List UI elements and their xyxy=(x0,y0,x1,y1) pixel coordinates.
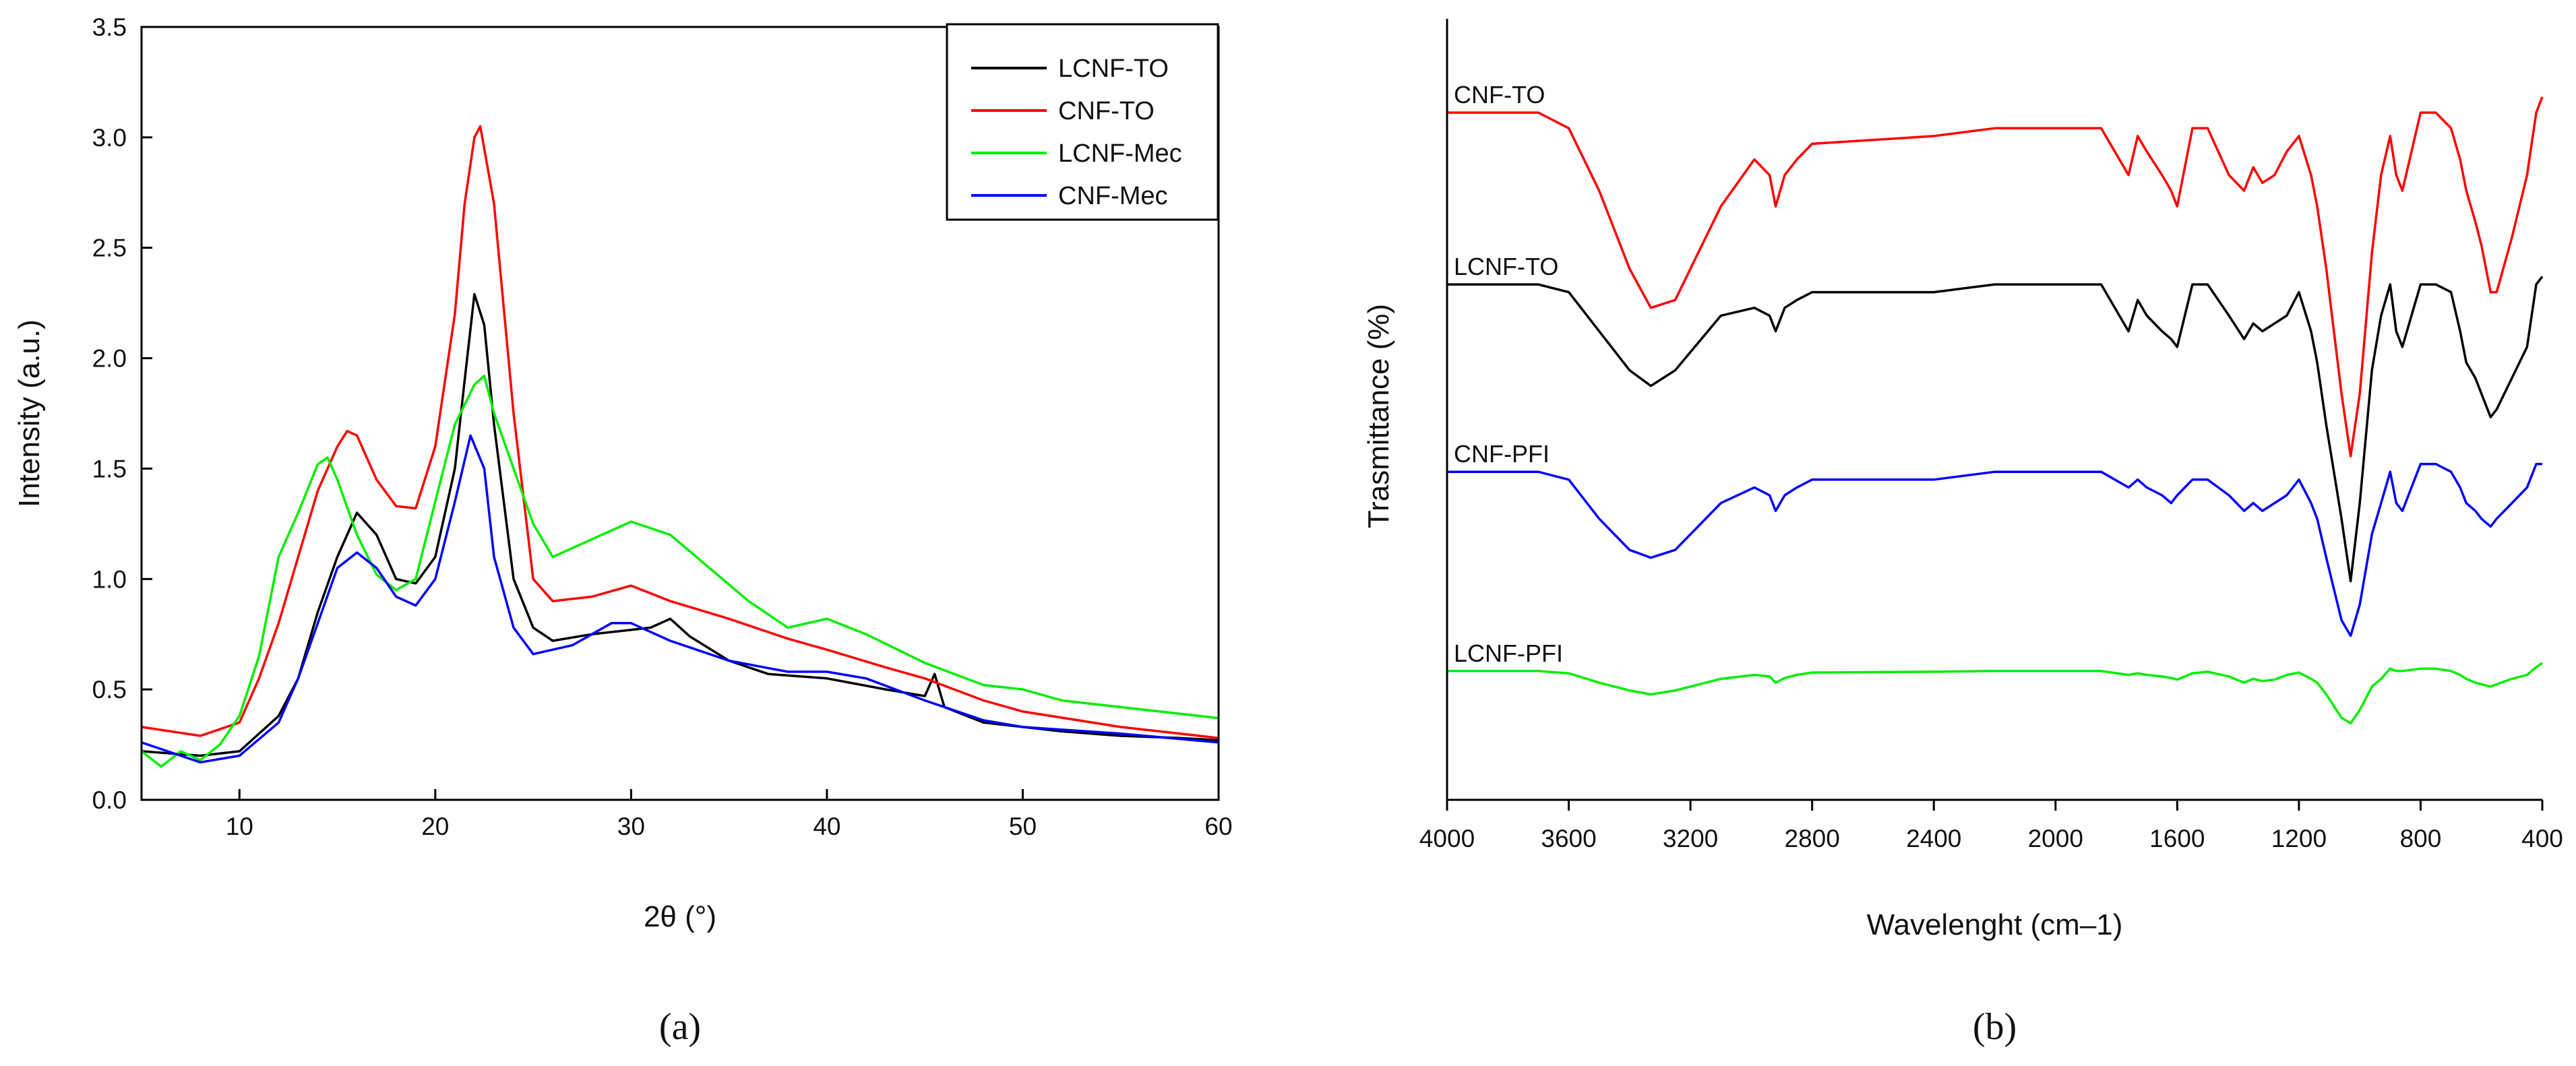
xrd-y-tick-label: 1.5 xyxy=(92,455,127,482)
xrd-y-axis-title: Intensity (a.u.) xyxy=(13,319,46,507)
panel-label-a: (a) xyxy=(659,1006,701,1048)
ftir-x-tick-label: 3200 xyxy=(1663,825,1718,852)
xrd-legend-label-lcnf-to: LCNF-TO xyxy=(1058,55,1169,83)
xrd-y-tick-label: 0.0 xyxy=(92,786,127,814)
xrd-series-lines xyxy=(140,125,1219,768)
ftir-line-lcnf-pfi xyxy=(1447,662,2543,725)
xrd-x-tick-label: 20 xyxy=(421,813,449,840)
xrd-legend: LCNF-TO CNF-TO LCNF-Mec CNF-Mec xyxy=(946,23,1219,221)
xrd-x-tick-label: 30 xyxy=(617,813,645,840)
xrd-line-lcnf-mec xyxy=(140,375,1219,768)
xrd-y-tick-label: 2.0 xyxy=(92,345,127,373)
xrd-legend-label-cnf-mec: CNF-Mec xyxy=(1058,182,1168,210)
ftir-line-cnf-to xyxy=(1447,96,2544,458)
ftir-x-tick-label: 2000 xyxy=(2028,825,2083,852)
xrd-y-tick-label: 3.5 xyxy=(92,13,127,41)
ftir-panel: 4000 3600 3200 2800 2400 2000 1600 1200 800 400 C… xyxy=(1362,19,2563,1048)
ftir-axes xyxy=(1446,19,2542,801)
xrd-x-tick-label: 10 xyxy=(226,813,253,840)
xrd-panel: 10 20 30 40 50 60 0.0 0.5 1.0 1.5 2.0 2.5 3.0 3.5 2θ… xyxy=(13,13,1233,1048)
xrd-x-tick-label: 60 xyxy=(1204,813,1232,840)
xrd-y-tick-label: 0.5 xyxy=(92,676,127,703)
xrd-y-tick-label: 2.5 xyxy=(92,234,127,262)
ftir-x-ticks: 4000 3600 3200 2800 2400 2000 1600 1200 800 400 xyxy=(1419,800,2563,852)
xrd-x-axis-title: 2θ (°) xyxy=(644,900,716,933)
xrd-plot-frame xyxy=(140,26,1220,801)
ftir-line-lcnf-to xyxy=(1447,276,2544,583)
xrd-y-ticks: 0.0 0.5 1.0 1.5 2.0 2.5 3.0 3.5 xyxy=(92,13,152,814)
ftir-x-tick-label: 2800 xyxy=(1785,825,1840,852)
ftir-x-tick-label: 1600 xyxy=(2149,825,2205,852)
ftir-line-cnf-pfi xyxy=(1447,462,2542,637)
xrd-x-ticks: 10 20 30 40 50 60 xyxy=(226,789,1233,840)
ftir-series-label-cnf-pfi: CNF-PFI xyxy=(1454,440,1550,468)
ftir-x-tick-label: 3600 xyxy=(1541,825,1596,852)
ftir-x-axis-title: Wavelenght (cm–1) xyxy=(1867,908,2123,941)
xrd-legend-label-lcnf-mec: LCNF-Mec xyxy=(1058,139,1182,168)
ftir-x-tick-label: 1200 xyxy=(2271,825,2327,852)
ftir-series-label-cnf-to: CNF-TO xyxy=(1454,81,1545,108)
xrd-line-lcnf-to xyxy=(141,292,1219,757)
ftir-y-axis-title: Trasmittance (%) xyxy=(1362,304,1395,528)
xrd-line-cnf-mec xyxy=(141,434,1219,764)
xrd-y-tick-label: 1.0 xyxy=(92,565,127,593)
xrd-x-tick-label: 40 xyxy=(813,813,840,840)
ftir-series-lines xyxy=(1447,96,2544,725)
ftir-series-labels: CNF-TO LCNF-TO CNF-PFI LCNF-PFI xyxy=(1454,81,1563,667)
xrd-y-tick-label: 3.0 xyxy=(92,124,127,152)
xrd-x-tick-label: 50 xyxy=(1009,813,1037,840)
ftir-series-label-lcnf-pfi: LCNF-PFI xyxy=(1454,639,1563,667)
xrd-legend-box xyxy=(946,23,1219,221)
xrd-line-cnf-to xyxy=(141,125,1219,739)
ftir-x-tick-label: 400 xyxy=(2521,825,2563,852)
ftir-x-tick-label: 4000 xyxy=(1419,825,1475,852)
xrd-legend-label-cnf-to: CNF-TO xyxy=(1058,97,1155,125)
ftir-x-tick-label: 800 xyxy=(2400,825,2442,852)
ftir-series-label-lcnf-to: LCNF-TO xyxy=(1454,253,1558,280)
panel-label-b: (b) xyxy=(1973,1006,2017,1048)
ftir-x-tick-label: 2400 xyxy=(1906,825,1961,852)
